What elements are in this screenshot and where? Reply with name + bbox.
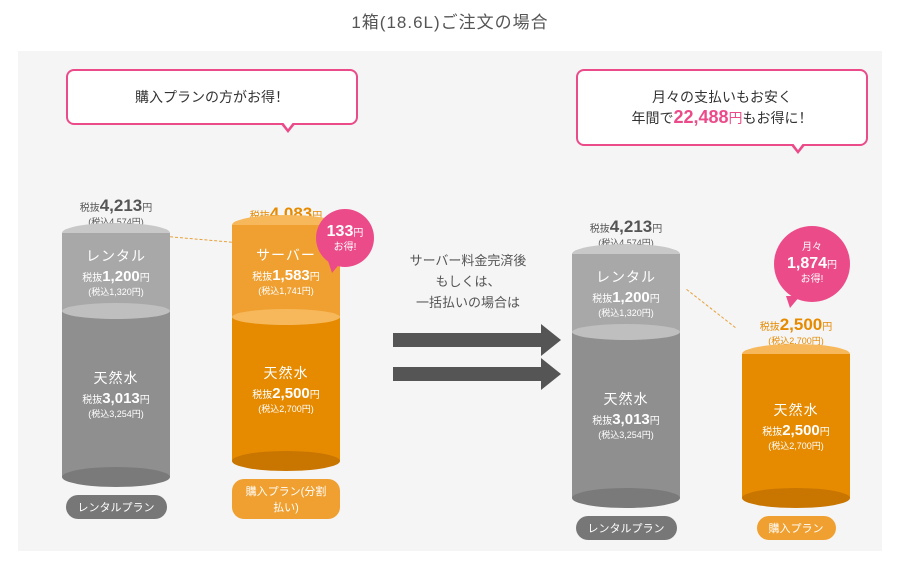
center-l1: サーバー料金完済後 [374, 251, 562, 272]
bubble-num: 133 [327, 223, 354, 240]
savings-bubble-left: 133円 お得! [316, 209, 374, 267]
pt-main: 2,500 [780, 315, 823, 334]
hl-l2: 年間で22,488円もお得に！ [582, 107, 862, 128]
hl-l1: 月々の支払いもお安く [582, 87, 862, 107]
savings-bubble-right: 月々 1,874円 お得! [774, 226, 850, 302]
hl-l2a: 年間で [631, 110, 673, 126]
headline-box-right: 月々の支払いもお安く 年間で22,488円もお得に！ [576, 69, 868, 146]
headline-text: 購入プランの方がお得！ [135, 89, 289, 105]
cylinder-body: サーバー税抜1,583円(税込1,741円)天然水税抜2,500円(税込2,70… [232, 225, 340, 461]
pt-pref: 税抜 [760, 322, 780, 333]
speech-tail-icon [280, 123, 296, 133]
center-l3: 一括払いの場合は [374, 293, 562, 314]
cylinder-body: 天然水税抜2,500円(税込2,700円) [742, 354, 850, 498]
page-title: 1箱(18.6L)ご注文の場合 [0, 0, 900, 51]
pt-suf: 円 [822, 322, 832, 333]
bubble-num: 1,874 [787, 255, 827, 272]
plan-pill: レンタルプラン [66, 495, 167, 519]
bubble-unit: 円 [353, 228, 363, 239]
group-before: 購入プランの方がお得！ 133円 お得! 税抜4,213円 (税込4,574円)… [58, 69, 366, 519]
pt-main: 4,213 [610, 217, 653, 236]
pt-pref: 税抜 [590, 224, 610, 235]
pt-suf: 円 [142, 203, 152, 214]
arrow-icon [393, 367, 543, 381]
bubble-tail-icon [328, 261, 342, 273]
cylinder-rental-right: 税抜4,213円 (税込4,574円) レンタル税抜1,200円(税込1,320… [572, 254, 680, 540]
cylinder-body: レンタル税抜1,200円(税込1,320円)天然水税抜3,013円(税込3,25… [62, 233, 170, 477]
arrow-icon [393, 333, 543, 347]
cylinder-purchase-left: 税抜4,083円 (税込4,441円) サーバー税抜1,583円(税込1,741… [232, 225, 340, 519]
group-after: 月々の支払いもお安く 年間で22,488円もお得に！ 月々 1,874円 お得!… [568, 69, 876, 540]
bubble-line2: お得! [801, 274, 824, 286]
plan-pill: レンタルプラン [576, 516, 677, 540]
plan-pill: 購入プラン [757, 516, 836, 540]
hl-l2c: もお得に！ [743, 110, 813, 126]
cols-left: 133円 お得! 税抜4,213円 (税込4,574円) レンタル税抜1,200… [58, 139, 366, 519]
cols-right: 月々 1,874円 お得! 税抜4,213円 (税込4,574円) レンタル税抜… [568, 160, 876, 540]
plan-pill: 購入プラン(分割払い) [232, 479, 340, 519]
bubble-line2: お得! [334, 242, 357, 254]
pt-pref: 税抜 [80, 203, 100, 214]
headline-box-left: 購入プランの方がお得！ [66, 69, 358, 125]
center-l2: もしくは、 [374, 272, 562, 293]
bubble-unit: 円 [827, 260, 837, 271]
arrows [374, 333, 562, 381]
price-top: 税抜2,500円 (税込2,700円) [721, 314, 871, 348]
cylinder-purchase-right: 税抜2,500円 (税込2,700円) 天然水税抜2,500円(税込2,700円… [742, 354, 850, 540]
cylinder-body: レンタル税抜1,200円(税込1,320円)天然水税抜3,013円(税込3,25… [572, 254, 680, 498]
hl-num: 22,488 [673, 107, 728, 127]
hl-l2b: 円 [729, 110, 743, 126]
speech-tail-icon [790, 144, 806, 154]
comparison-panel: 購入プランの方がお得！ 133円 お得! 税抜4,213円 (税込4,574円)… [18, 51, 882, 551]
pt-suf: 円 [652, 224, 662, 235]
center-text: サーバー料金完済後 もしくは、 一括払いの場合は [374, 251, 562, 401]
pt-main: 4,213 [100, 196, 143, 215]
connector-line [686, 289, 735, 328]
connector-line [170, 236, 232, 242]
bubble-tail-icon [786, 296, 800, 308]
bubble-top: 月々 [802, 242, 822, 254]
cylinder-rental-left: 税抜4,213円 (税込4,574円) レンタル税抜1,200円(税込1,320… [62, 233, 170, 519]
